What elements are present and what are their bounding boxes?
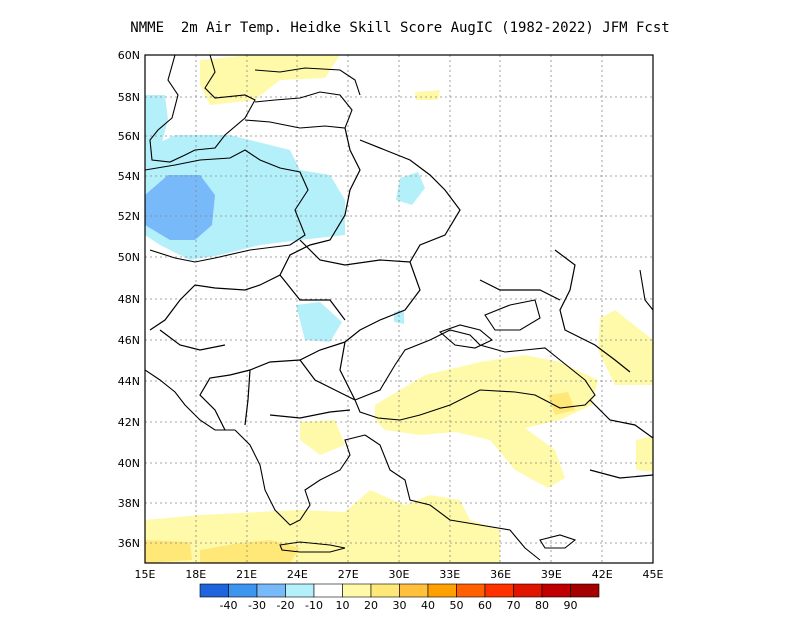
colorbar-swatch [313, 583, 343, 598]
colorbar-label: 40 [421, 599, 435, 612]
colorbar-swatch [541, 583, 571, 598]
map-frame [144, 54, 654, 564]
colorbar-swatch [513, 583, 543, 598]
contour-yellow [598, 310, 653, 385]
contour-light-blue [145, 95, 168, 152]
coastline-gulf-finland [254, 67, 361, 96]
longitude-label: 42E [592, 568, 613, 581]
latitude-label: 48N [118, 293, 140, 306]
coastline-scandinavia [149, 55, 256, 163]
colorbar-label: 30 [393, 599, 407, 612]
colorbar-label: 60 [478, 599, 492, 612]
colorbar-swatch [256, 583, 286, 598]
colorbar-label: 70 [507, 599, 521, 612]
latitude-label: 40N [118, 457, 140, 470]
longitude-label: 15E [135, 568, 156, 581]
colorbar-label: -20 [277, 599, 295, 612]
longitude-label: 21E [236, 568, 257, 581]
colorbar-swatch [427, 583, 457, 598]
colorbar-label: 50 [450, 599, 464, 612]
latitude-label: 44N [118, 375, 140, 388]
colorbar-swatch [228, 583, 258, 598]
colorbar-swatch [285, 583, 315, 598]
coastline-crimea [438, 324, 494, 349]
colorbar-swatch [399, 583, 429, 598]
contour-fills [145, 55, 653, 563]
contour-yellow-20 [548, 392, 575, 415]
longitude-labels: 15E 18E 21E 24E 27E 30E 33E 36E 39E 42E 45E [135, 568, 664, 581]
coastline-poland [145, 149, 309, 263]
contour-yellow-20 [145, 540, 192, 563]
latitude-labels: 60N 58N 56N 54N 52N 50N 48N 46N 44N 42N 40N 38N 36N [118, 49, 140, 550]
coastline-caspian [639, 269, 653, 311]
graticule [145, 55, 653, 563]
contour-yellow [375, 355, 598, 488]
coastline-baltic [244, 91, 353, 129]
coastlines-borders [145, 55, 653, 561]
colorbar-label: 10 [336, 599, 350, 612]
longitude-label: 36E [490, 568, 511, 581]
coastline-crete [279, 541, 346, 553]
contour-yellow [636, 436, 653, 472]
colorbar-swatch [570, 583, 600, 598]
colorbar-label: -10 [305, 599, 323, 612]
coastline-black-sea [354, 329, 596, 421]
coastline-turkey [364, 434, 541, 561]
colorbar-swatch [199, 583, 229, 598]
longitude-label: 30E [389, 568, 410, 581]
contour-light-blue [396, 172, 425, 205]
colorbar-label: 90 [564, 599, 578, 612]
contour-yellow-20 [200, 540, 300, 563]
colorbar-label: -30 [248, 599, 266, 612]
colorbar-swatch [342, 583, 372, 598]
latitude-label: 42N [118, 416, 140, 429]
contour-blue [145, 175, 215, 240]
colorbar-swatch [484, 583, 514, 598]
latitude-label: 50N [118, 251, 140, 264]
coastline-greece [234, 429, 366, 526]
longitude-label: 27E [338, 568, 359, 581]
latitude-label: 58N [118, 91, 140, 104]
coastline-cyprus [539, 534, 577, 549]
latitude-label: 56N [118, 130, 140, 143]
longitude-label: 45E [643, 568, 664, 581]
border-lines [149, 127, 653, 479]
colorbar-label: -40 [220, 599, 238, 612]
colorbar-label: 80 [535, 599, 549, 612]
map-title: NMME 2m Air Temp. Heidke Skill Score Aug… [130, 20, 670, 36]
latitude-label: 38N [118, 497, 140, 510]
coastline-adriatic [145, 369, 235, 431]
colorbar-swatch [456, 583, 486, 598]
colorbar-label: 20 [364, 599, 378, 612]
longitude-label: 18E [185, 568, 206, 581]
colorbar-swatch [370, 583, 400, 598]
latitude-label: 46N [118, 334, 140, 347]
colorbar: -40 -30 -20 -10 10 20 30 40 50 60 70 80 90 [199, 583, 600, 612]
latitude-label: 52N [118, 210, 140, 223]
longitude-label: 24E [287, 568, 308, 581]
latitude-label: 54N [118, 170, 140, 183]
coastline-azov [484, 299, 541, 331]
latitude-label: 60N [118, 49, 140, 62]
latitude-label: 36N [118, 537, 140, 550]
contour-light-blue [296, 302, 342, 342]
contour-yellow [415, 90, 440, 100]
longitude-label: 39E [541, 568, 562, 581]
longitude-label: 33E [439, 568, 460, 581]
contour-yellow [300, 420, 345, 455]
